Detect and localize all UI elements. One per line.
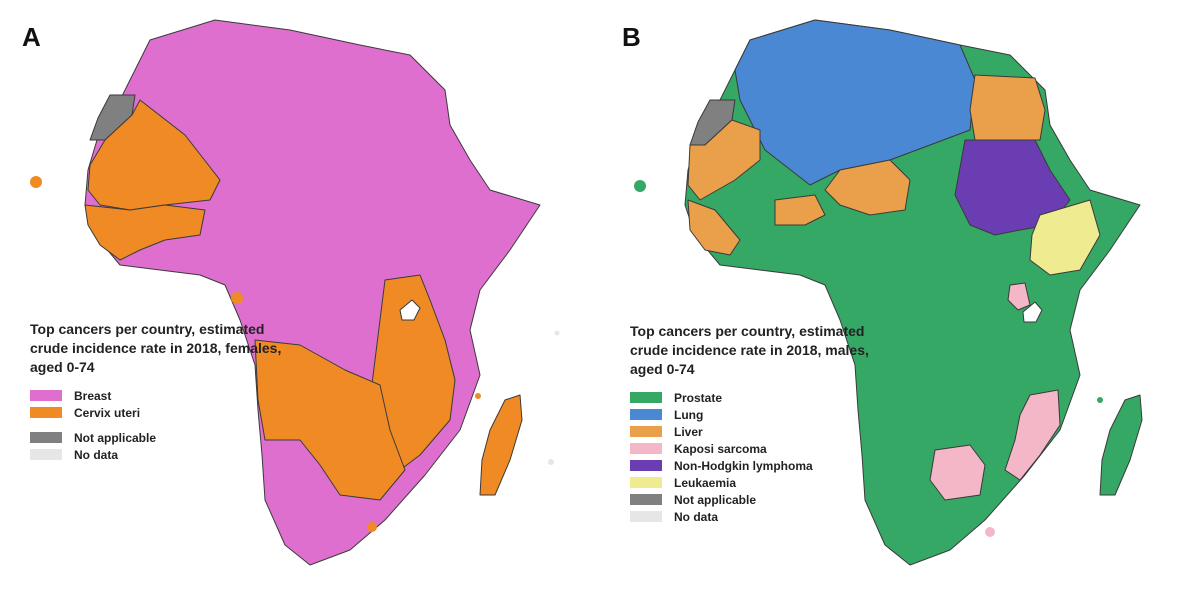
legend-item: Leukaemia: [630, 474, 890, 491]
uganda-region: [1007, 282, 1031, 311]
legend-item: Prostate: [630, 389, 890, 406]
botswana: [929, 444, 986, 501]
ethiopia: [1029, 199, 1101, 276]
north-africa-lung: [734, 19, 976, 186]
seychelles: [554, 330, 560, 336]
legend-swatch: [630, 511, 662, 522]
comoros: [1097, 397, 1103, 403]
lake-victoria: [399, 299, 421, 321]
legend-item: Kaposi sarcoma: [630, 440, 890, 457]
africa-map-females: [30, 19, 560, 566]
legend-item: Lung: [630, 406, 890, 423]
africa-base: [84, 19, 541, 566]
legend-label: Prostate: [674, 390, 723, 405]
legend-item: Breast: [30, 387, 290, 404]
legend-swatch: [630, 477, 662, 488]
legend-label: No data: [674, 509, 719, 524]
legend-item: Liver: [630, 423, 890, 440]
legend-items: Prostate Lung Liver Kaposi sarcoma Non-Hodgk…: [630, 389, 890, 525]
cape-verde: [634, 180, 646, 192]
legend-label: Breast: [74, 388, 112, 403]
guinea-region: [687, 199, 741, 256]
cape-verde: [30, 176, 42, 188]
egypt: [969, 74, 1046, 141]
legend-label: No data: [74, 447, 119, 462]
legend-swatch: [30, 449, 62, 460]
legend-item: No data: [630, 508, 890, 525]
mauritania: [687, 119, 761, 201]
sao-tome: [843, 296, 855, 308]
legend-swatch: [630, 392, 662, 403]
legend-label: Lung: [674, 407, 704, 422]
legend-items: Breast Cervix uteri Not applicable No data: [30, 387, 290, 463]
lake-victoria: [1022, 301, 1043, 323]
legend-title: Top cancers per country, estimated crude…: [30, 321, 282, 375]
niger-chad: [824, 159, 911, 216]
legend-item: Not applicable: [630, 491, 890, 508]
legend-label: Leukaemia: [674, 475, 737, 490]
lesotho: [367, 522, 377, 532]
west-africa-coast: [84, 204, 206, 261]
panel-label: A: [22, 22, 41, 52]
panel-label: B: [622, 22, 641, 52]
legend-swatch: [630, 426, 662, 437]
legend-title: Top cancers per country, estimated crude…: [630, 323, 869, 377]
legend-item: No data: [30, 446, 290, 463]
map-panel-a: A Top cancers per country, estimated cru…: [22, 19, 560, 566]
madagascar: [479, 394, 523, 496]
legend-item: Not applicable: [30, 429, 290, 446]
legend-swatch: [630, 494, 662, 505]
legend-label: Not applicable: [74, 430, 157, 445]
legend-label: Non-Hodgkin lymphoma: [674, 458, 813, 473]
legend: Top cancers per country, estimated crude…: [630, 322, 890, 525]
legend-item: Non-Hodgkin lymphoma: [630, 457, 890, 474]
map-panel-b: B Top cancers per country, estimated cru…: [600, 0, 1200, 593]
madagascar: [1099, 394, 1143, 496]
legend-swatch: [630, 409, 662, 420]
legend-swatch: [30, 407, 62, 418]
legend-label: Liver: [674, 424, 703, 439]
mauritius: [548, 459, 554, 465]
legend-label: Cervix uteri: [74, 405, 141, 420]
mozambique: [1004, 389, 1061, 481]
gulf-liver: [774, 194, 826, 226]
legend-label: Not applicable: [674, 492, 757, 507]
lesotho: [985, 527, 995, 537]
legend-label: Kaposi sarcoma: [674, 441, 767, 456]
mauritania-mali: [87, 99, 221, 211]
legend-swatch: [630, 460, 662, 471]
legend-swatch: [30, 390, 62, 401]
south-central-block: [254, 339, 406, 501]
east-southern-block: [369, 274, 456, 471]
legend-item: Cervix uteri: [30, 404, 290, 421]
sao-tome: [231, 292, 243, 304]
africa-map-males: [634, 19, 1143, 566]
legend-swatch: [630, 443, 662, 454]
comoros: [475, 393, 481, 399]
legend: Top cancers per country, estimated crude…: [30, 320, 290, 463]
legend-swatch: [30, 432, 62, 443]
